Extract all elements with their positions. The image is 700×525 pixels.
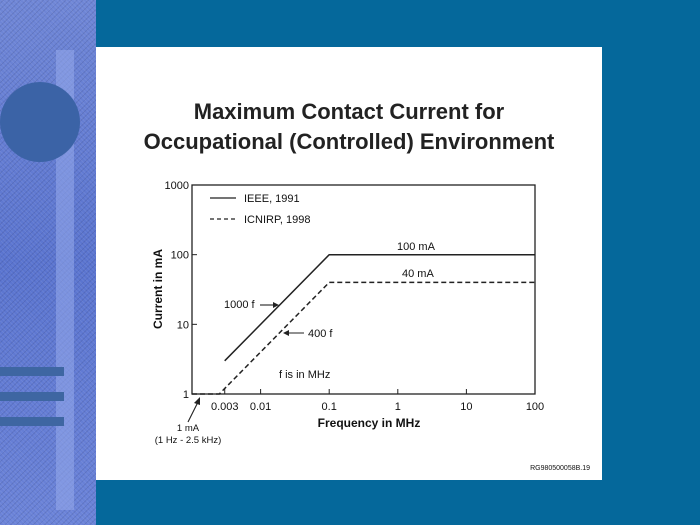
side-texture xyxy=(0,0,96,525)
title-line-2: Occupational (Controlled) Environment xyxy=(143,129,555,154)
legend: IEEE, 1991 ICNIRP, 1998 xyxy=(210,193,310,226)
series-icnirp-line xyxy=(192,281,535,395)
x-tick-label: 0.1 xyxy=(322,401,337,413)
slide-code: RG980500058B.19 xyxy=(530,465,590,472)
y-tick-label: 1000 xyxy=(165,180,189,192)
y-tick-label: 10 xyxy=(177,319,189,331)
y-axis: 1 10 100 1000 xyxy=(165,180,197,401)
x-tick-label: 1 xyxy=(395,401,401,413)
side-bar xyxy=(0,367,64,376)
side-circle xyxy=(0,82,80,162)
arrow-1ma-head xyxy=(194,397,200,405)
legend-label-ieee: IEEE, 1991 xyxy=(244,193,300,205)
annotation-f-note: f is in MHz xyxy=(279,369,330,381)
slide-title: Maximum Contact Current for Occupational… xyxy=(96,97,602,157)
chart: 1 10 100 1000 0.003 0.01 0.1 1 10 100 IEEE, 1991… xyxy=(151,180,590,472)
annotation-1ma: 1 mA xyxy=(177,423,200,434)
arrow-400f-head xyxy=(283,330,289,336)
x-axis-label: Frequency in MHz xyxy=(318,416,421,430)
title-line-1: Maximum Contact Current for xyxy=(193,99,505,124)
x-tick-label: 10 xyxy=(460,401,472,413)
x-axis: 0.003 0.01 0.1 1 10 100 xyxy=(211,389,544,413)
annotation-1000f: 1000 f xyxy=(224,299,256,311)
annotation-400f: 400 f xyxy=(308,328,333,340)
y-tick-label: 1 xyxy=(183,389,189,401)
y-tick-label: 100 xyxy=(171,250,189,262)
annotation-1ma-range: (1 Hz - 2.5 kHz) xyxy=(155,435,222,446)
slide-panel: Maximum Contact Current for Occupational… xyxy=(96,47,602,480)
side-bar xyxy=(0,417,64,426)
x-tick-label: 0.01 xyxy=(250,401,271,413)
annotation-40ma: 40 mA xyxy=(402,268,434,280)
arrow-1000f-head xyxy=(273,302,279,308)
series-ieee-line xyxy=(224,253,535,362)
annotation-100ma: 100 mA xyxy=(397,241,436,253)
x-tick-label: 0.003 xyxy=(211,401,239,413)
y-axis-label: Current in mA xyxy=(151,249,165,329)
legend-label-icnirp: ICNIRP, 1998 xyxy=(244,214,310,226)
plot-frame xyxy=(191,184,536,395)
x-tick-label: 100 xyxy=(526,401,544,413)
series-group xyxy=(192,253,535,395)
side-bar xyxy=(0,392,64,401)
